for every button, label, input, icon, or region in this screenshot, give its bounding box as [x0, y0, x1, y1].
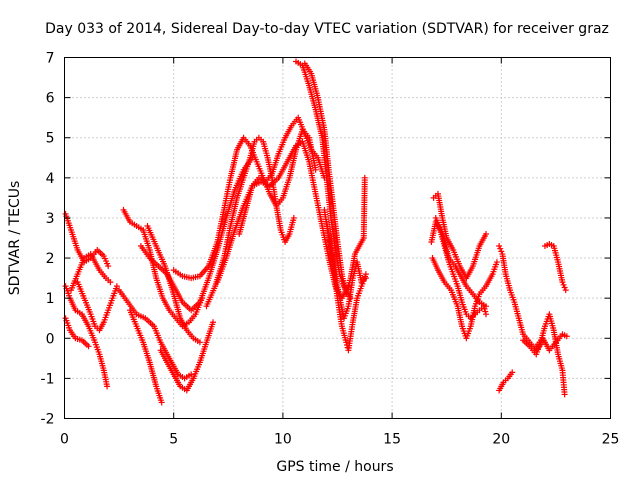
data-point: [493, 259, 500, 266]
y-tick-label: 4: [46, 171, 55, 187]
series-arc-zb: [533, 331, 570, 354]
data-point: [210, 319, 217, 326]
plot-frame: [64, 57, 611, 419]
x-tick-label: 25: [602, 432, 620, 448]
data-point: [483, 230, 490, 237]
data-point: [496, 243, 503, 250]
data-point: [196, 339, 203, 346]
series-arc-z: [520, 311, 568, 398]
series-arc-h: [127, 307, 165, 406]
data-point: [113, 283, 120, 290]
y-tick-label: 1: [46, 291, 55, 307]
data-point: [482, 308, 489, 315]
data-point: [483, 311, 490, 318]
series-arc-b: [62, 283, 111, 390]
y-tick-label: 0: [46, 331, 55, 347]
chart-title: Day 033 of 2014, Sidereal Day-to-day VTE…: [45, 21, 609, 37]
data-point: [290, 214, 297, 221]
series-arc-g: [116, 287, 195, 382]
series-arc-y: [496, 369, 516, 394]
series-arc-j: [157, 319, 217, 394]
data-point: [562, 287, 569, 294]
data-point: [343, 339, 350, 346]
x-tick-label: 20: [492, 432, 510, 448]
x-tick-label: 0: [60, 432, 69, 448]
data-point: [561, 391, 568, 398]
data-points: [62, 58, 570, 406]
data-point: [560, 281, 567, 288]
data-point: [104, 383, 111, 390]
series-arc-q: [301, 60, 368, 298]
data-point: [498, 248, 505, 255]
data-point: [158, 399, 165, 406]
x-axis-label: GPS time / hours: [276, 459, 393, 475]
series-arc-w: [432, 214, 490, 310]
x-tick-label: 5: [169, 432, 178, 448]
y-tick-label: -2: [41, 412, 55, 428]
data-point: [107, 279, 114, 286]
data-point: [559, 279, 566, 286]
y-tick-labels: -2 -1 0 1 2 3 4 5 6 7: [41, 51, 55, 428]
series-arc-n: [214, 138, 352, 302]
x-tick-label: 15: [383, 432, 401, 448]
y-tick-label: 6: [46, 91, 55, 107]
series-arc-v: [429, 255, 500, 342]
series-arc-za: [541, 241, 569, 294]
x-tick-label: 10: [274, 432, 292, 448]
series-arc-u: [430, 190, 490, 282]
data-point: [361, 174, 368, 181]
series-arc-d: [68, 251, 114, 294]
data-point: [105, 263, 112, 270]
series-arc-p: [293, 58, 354, 302]
series-arc-c: [62, 315, 92, 350]
y-tick-label: 2: [46, 251, 55, 267]
series-arc-s: [323, 218, 369, 322]
series-arc-o: [236, 114, 328, 237]
data-point: [509, 369, 516, 376]
data-point: [483, 303, 490, 310]
data-point: [85, 343, 92, 350]
data-point: [312, 166, 319, 173]
y-tick-label: 7: [46, 51, 55, 67]
y-tick-label: 3: [46, 211, 55, 227]
y-axis-label: SDTVAR / TECUs: [7, 181, 23, 296]
series-arc-a: [62, 210, 112, 270]
y-tick-label: 5: [46, 131, 55, 147]
data-point: [561, 284, 568, 291]
y-tick-label: -1: [41, 371, 55, 387]
data-point: [362, 275, 369, 282]
data-point: [563, 333, 570, 340]
data-point: [497, 245, 504, 252]
series-arc-e: [74, 279, 120, 334]
x-tick-labels: 0 5 10 15 20 25: [60, 432, 619, 448]
axis-ticks: [64, 57, 611, 419]
